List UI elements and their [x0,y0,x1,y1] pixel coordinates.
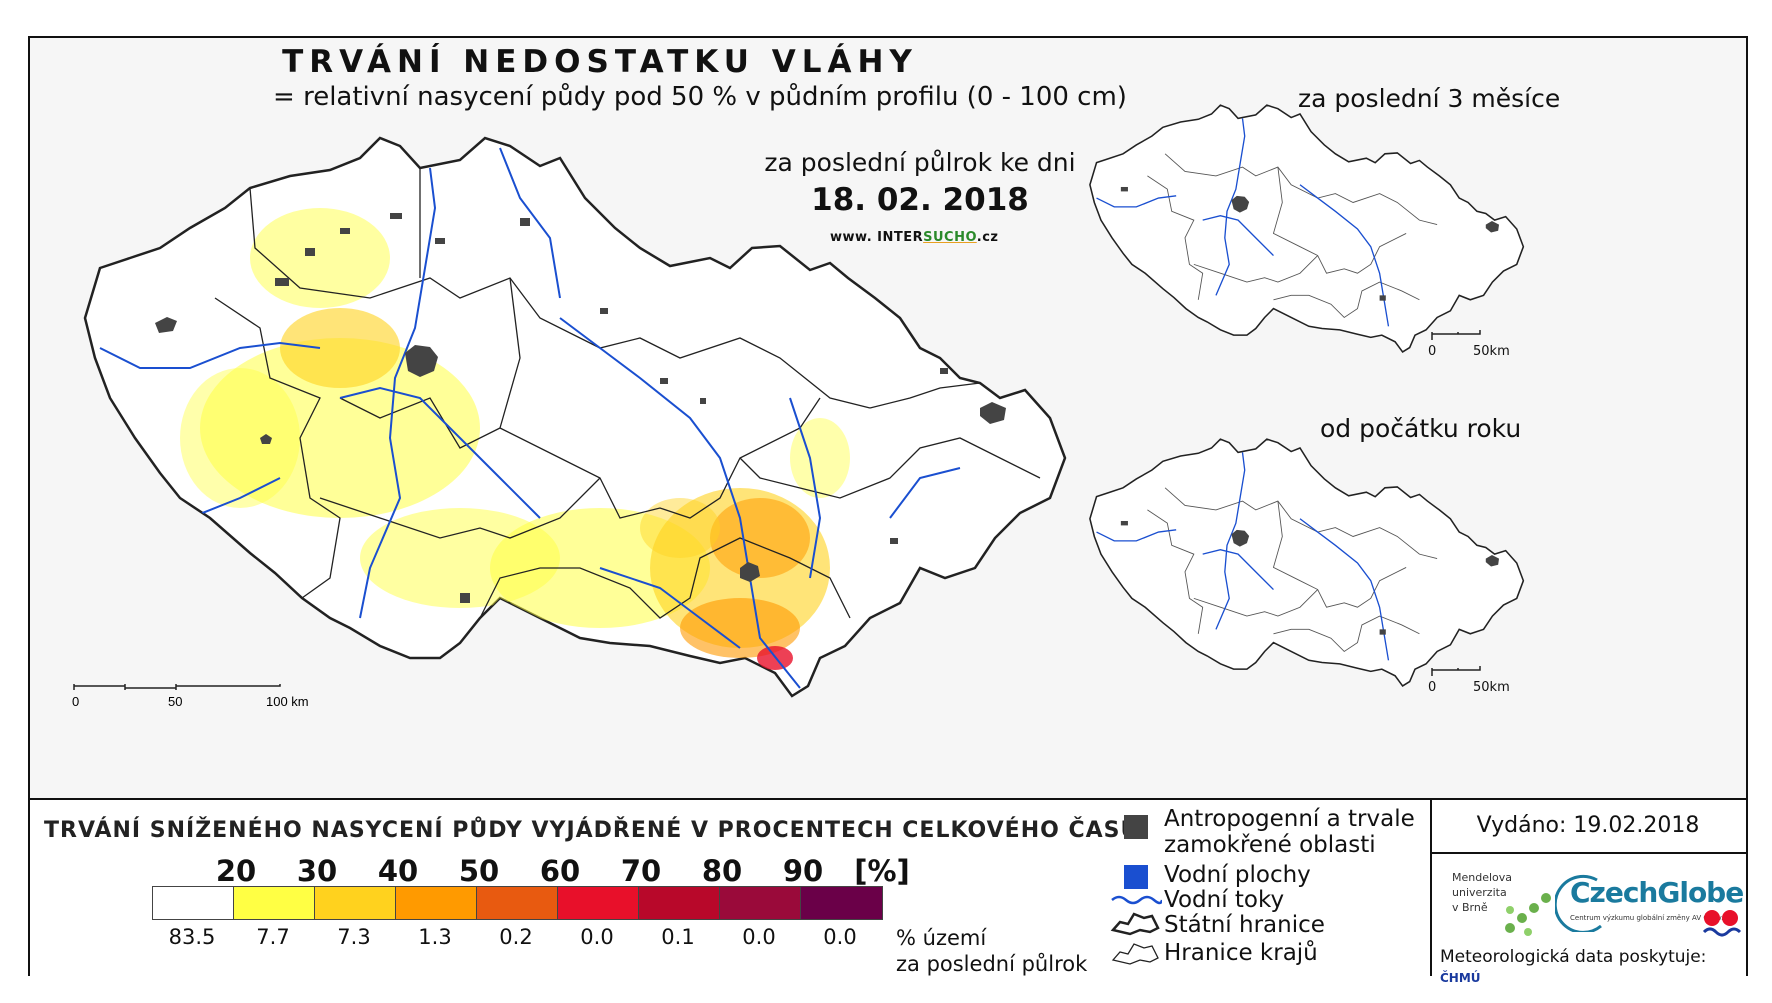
area-value-4: 0.2 [499,925,533,949]
czechglobe-logo: CzechGlobe [1570,876,1744,909]
legend-panel: TRVÁNÍ SNÍŽENÉHO NASYCENÍ PŮDY VYJÁDŘENÉ… [30,798,1746,985]
inset-map-year-start [1089,438,1525,687]
scale-label-50: 50 [168,694,182,709]
legend-title: TRVÁNÍ SNÍŽENÉHO NASYCENÍ PŮDY VYJÁDŘENÉ… [44,818,1140,843]
inset-scale-year-start [1431,666,1481,676]
chmu-logo-icon [1702,910,1742,937]
threshold-unit: [%] [854,854,910,888]
anthropogenic-area-icon [1124,815,1148,839]
threshold-30: 30 [296,854,338,888]
anthropogenic-line2: zamokřené oblasti [1164,832,1376,858]
legend-class-5 [558,887,639,919]
mendel-line2: univerzita [1452,886,1507,899]
mendel-line3: v Brně [1452,901,1488,914]
threshold-50: 50 [458,854,500,888]
meteo-credit: Meteorologická data poskytuje: ČHMÚ [1440,947,1746,987]
threshold-20: 20 [215,854,257,888]
area-value-6: 0.1 [661,925,695,949]
legend-color-bar [152,886,883,920]
area-value-2: 7.3 [337,925,371,949]
area-value-8: 0.0 [823,925,857,949]
meteo-label: Meteorologická data poskytuje: [1440,947,1707,967]
area-unit-line1: % území [896,926,987,950]
website-accent: SUCHO [923,230,977,245]
area-value-7: 0.0 [742,925,776,949]
river-icon [1111,895,1162,905]
scale-label-0: 0 [72,694,79,709]
threshold-40: 40 [377,854,419,888]
drought-duration-layer [180,208,850,670]
page-subtitle: = relativní nasycení půdy pod 50 % v půd… [273,82,1127,112]
map-sheet: TRVÁNÍ NEDOSTATKU VLÁHY = relativní nasy… [28,36,1748,985]
river-label: Vodní toky [1164,887,1285,913]
inset-scale-50-a: 50km [1473,344,1510,359]
main-drought-map: 0 50 100 km [72,136,1067,709]
czechglobe-subtitle: Centrum výzkumu globální změny AV ČR, v.… [1570,914,1738,922]
inset-scale-0-b: 0 [1428,680,1437,695]
anthropogenic-line1: Antropogenní a trvale [1164,806,1415,832]
website-prefix: www. INTER [830,230,924,245]
mendel-dots-icon [1505,893,1551,936]
regional-border-label: Hranice krajů [1164,940,1318,966]
threshold-80: 80 [701,854,743,888]
area-value-3: 1.3 [418,925,452,949]
inset-scale-3-months [1431,330,1481,340]
threshold-70: 70 [620,854,662,888]
website-suffix: .cz [976,230,999,245]
inset-map-3-months [1089,104,1525,353]
inset-title-3-months: za poslední 3 měsíce [1298,84,1561,113]
credits-separator [1430,800,1432,976]
legend-class-3 [396,887,477,919]
state-border-label: Státní hranice [1164,912,1325,938]
czechglobe-swoosh-icon [1555,874,1602,932]
area-unit-line2: za poslední půlrok [896,952,1088,976]
page-title: TRVÁNÍ NEDOSTATKU VLÁHY [282,44,918,80]
threshold-60: 60 [539,854,581,888]
area-value-5: 0.0 [580,925,614,949]
area-value-0: 83.5 [168,925,216,949]
inset-scale-50-b: 50km [1473,680,1510,695]
website-link[interactable]: www. INTERSUCHO.cz [830,230,998,245]
area-value-1: 7.7 [256,925,290,949]
legend-class-6 [639,887,720,919]
legend-class-4 [477,887,558,919]
meteo-provider: ČHMÚ [1440,971,1481,985]
scale-label-100: 100 km [266,694,309,709]
map-date: 18. 02. 2018 [811,182,1029,218]
water-body-icon [1124,865,1148,889]
issued-date: Vydáno: 19.02.2018 [1430,800,1746,854]
legend-class-7 [720,887,801,919]
inset-title-year-start: od počátku roku [1320,414,1522,443]
legend-class-1 [234,887,315,919]
area-unit-label: % území za poslední půlrok [896,925,1087,977]
legend-class-8 [801,887,882,919]
mendel-line1: Mendelova [1452,871,1513,884]
threshold-90: 90 [782,854,824,888]
legend-class-2 [315,887,396,919]
anthropogenic-label: Antropogenní a trvale zamokřené oblasti [1164,806,1415,858]
legend-class-0 [153,887,234,919]
mendel-university-logo: Mendelova univerzita v Brně [1452,870,1512,915]
water-body-label: Vodní plochy [1164,862,1311,888]
map-zone: TRVÁNÍ NEDOSTATKU VLÁHY = relativní nasy… [30,38,1746,798]
regional-border-icon [1111,943,1159,965]
inset-scale-0-a: 0 [1428,344,1437,359]
period-label: za poslední půlrok ke dni [764,148,1076,177]
state-border-icon [1110,912,1160,936]
